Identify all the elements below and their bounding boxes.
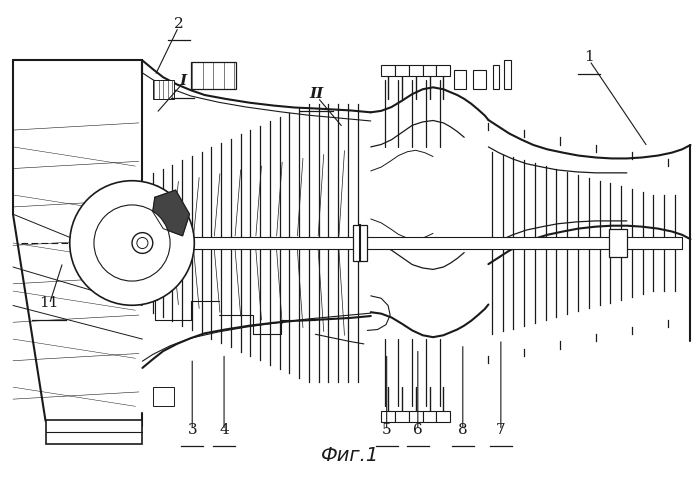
Bar xyxy=(437,65,450,76)
Text: II: II xyxy=(309,87,324,101)
Text: 4: 4 xyxy=(219,423,229,436)
Text: 5: 5 xyxy=(382,423,391,436)
Bar xyxy=(473,70,486,89)
Text: 6: 6 xyxy=(413,423,423,436)
Bar xyxy=(354,225,368,261)
Bar xyxy=(409,411,423,422)
Text: 3: 3 xyxy=(188,423,197,436)
Circle shape xyxy=(94,205,170,281)
Text: 1: 1 xyxy=(584,50,594,64)
Bar xyxy=(381,65,395,76)
Bar xyxy=(409,65,423,76)
Text: 8: 8 xyxy=(458,423,468,436)
Circle shape xyxy=(132,233,153,253)
Bar xyxy=(381,411,395,422)
Bar xyxy=(493,65,500,89)
Bar xyxy=(395,411,409,422)
Bar xyxy=(191,62,236,89)
Text: 7: 7 xyxy=(496,423,505,436)
Bar xyxy=(395,65,409,76)
Bar xyxy=(503,60,510,89)
Bar xyxy=(454,70,466,89)
Bar xyxy=(142,237,682,249)
Polygon shape xyxy=(153,190,190,236)
Text: Фиг.1: Фиг.1 xyxy=(321,446,379,465)
Bar xyxy=(153,387,174,406)
Bar xyxy=(423,65,437,76)
Circle shape xyxy=(70,181,195,305)
Bar xyxy=(423,411,437,422)
Text: 11: 11 xyxy=(39,296,59,310)
Bar xyxy=(610,228,627,258)
Bar xyxy=(142,228,162,258)
Bar xyxy=(437,411,450,422)
Circle shape xyxy=(137,238,148,248)
Bar xyxy=(46,420,142,444)
Text: I: I xyxy=(179,74,186,88)
Text: 2: 2 xyxy=(174,17,184,31)
Bar xyxy=(153,80,174,99)
